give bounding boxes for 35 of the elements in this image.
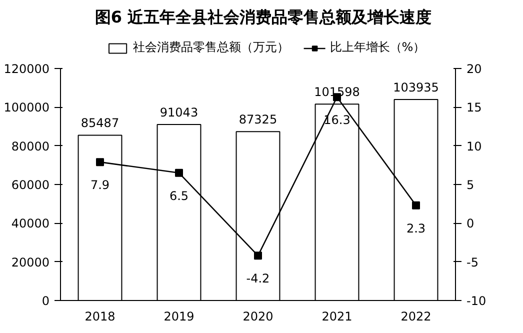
data-label: 16.3 bbox=[324, 113, 350, 128]
y-tick-label: 0 bbox=[42, 294, 50, 308]
point bbox=[96, 158, 104, 166]
y-tick-label: 100000 bbox=[4, 100, 50, 115]
data-label: 85487 bbox=[80, 116, 120, 130]
data-label: 2.3 bbox=[406, 221, 426, 236]
y2-tick-label: 5 bbox=[466, 178, 474, 192]
y-tick-label: 80000 bbox=[11, 139, 50, 154]
y-tick-label: 20000 bbox=[11, 255, 50, 270]
y-tick-label: 40000 bbox=[11, 216, 50, 231]
x-tick-label: 2019 bbox=[164, 310, 194, 324]
x-tick-label: 2018 bbox=[84, 310, 116, 324]
point bbox=[412, 201, 420, 210]
point bbox=[254, 252, 262, 260]
x-tick-label: 2022 bbox=[400, 310, 432, 324]
data-label: 87325 bbox=[238, 112, 278, 127]
data-label: 91043 bbox=[160, 105, 198, 120]
y2-tick-label: 15 bbox=[466, 100, 482, 115]
y2-tick-label: 0 bbox=[466, 216, 474, 231]
chart-title: 图6 近五年全县社会消费品零售总额及增长速度 bbox=[94, 8, 432, 26]
x-tick-label: 2021 bbox=[322, 310, 352, 324]
x-tick-label: 2020 bbox=[242, 310, 274, 324]
data-label: -4.2 bbox=[246, 272, 270, 286]
y2-tick-label: 20 bbox=[466, 62, 482, 76]
y2-tick-label: -5 bbox=[466, 255, 478, 270]
y2-tick-label: 10 bbox=[466, 139, 482, 154]
y2-tick-label: -10 bbox=[466, 294, 486, 308]
data-label: 6.5 bbox=[169, 188, 189, 203]
y-tick-label: 60000 bbox=[11, 178, 50, 192]
legend-label: 社会消费品零售总额（万元） bbox=[132, 39, 289, 56]
data-label: 103935 bbox=[393, 80, 439, 95]
y-tick-label: 120000 bbox=[4, 62, 50, 76]
point bbox=[175, 168, 183, 177]
legend-label: 比上年增长（%） bbox=[330, 39, 426, 56]
data-label: 7.9 bbox=[90, 178, 110, 192]
